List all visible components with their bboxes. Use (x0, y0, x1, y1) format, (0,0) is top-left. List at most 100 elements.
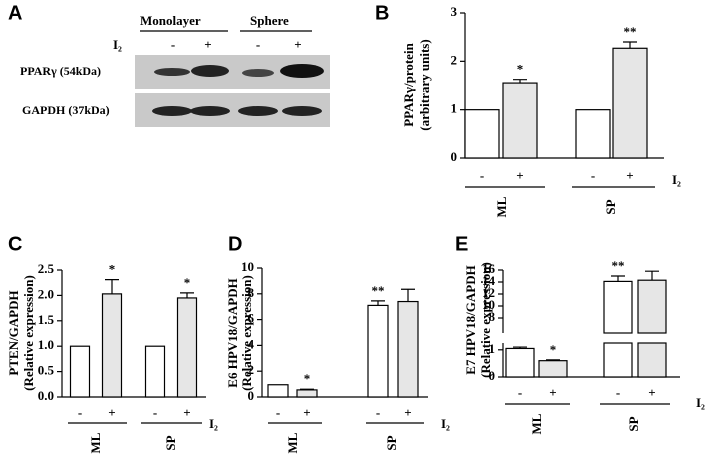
x-tick-label: + (516, 168, 523, 183)
error-bar (180, 292, 194, 298)
y-tick-label: 1.5 (38, 312, 55, 327)
y-tick-label: 0.0 (38, 388, 54, 403)
panel-letter: E (455, 233, 468, 255)
y-tick-label: 0 (451, 149, 458, 164)
y-tick-label: 0 (489, 368, 496, 383)
x-tick-label: - (480, 168, 484, 183)
bar (637, 342, 667, 378)
bar (505, 347, 535, 378)
lane-label: - (256, 37, 260, 52)
bar (176, 297, 198, 398)
lane-label: + (294, 37, 301, 52)
bar (144, 345, 166, 398)
x-tick-label: + (648, 385, 655, 400)
y-tick-label: 8 (489, 309, 496, 324)
x-tick-label: - (518, 385, 522, 400)
blot-group: Sphere (250, 13, 289, 28)
y-axis-label: (Relative expression) (478, 262, 493, 378)
x-tick-label: + (303, 405, 310, 420)
annotation: ** (612, 258, 625, 273)
blot-treatment: I₂ (113, 37, 122, 52)
band (191, 65, 229, 77)
x-tick-label: + (626, 168, 633, 183)
bar (637, 279, 667, 334)
bar (502, 82, 538, 159)
panel-letter: C (8, 233, 22, 255)
x-tick-label: - (616, 385, 620, 400)
y-tick-label: 8 (248, 285, 255, 300)
y-tick-label: 2 (451, 52, 458, 67)
x-tick-label: + (404, 405, 411, 420)
blot-group: Monolayer (140, 13, 201, 28)
group-label: ML (529, 413, 544, 434)
error-bar (401, 288, 415, 302)
bar (367, 304, 389, 398)
y-tick-label: 2.0 (38, 286, 54, 301)
y-tick-label: 2 (248, 362, 255, 377)
treatment-label: I₂ (672, 172, 681, 187)
y-axis-label: E7 HPV18/GAPDH (463, 265, 478, 374)
y-tick-label: 0.5 (38, 363, 55, 378)
y-axis-label: PPARγ/protein (401, 42, 416, 126)
group-label: SP (163, 435, 178, 450)
y-axis-label: PTEN/GAPDH (6, 290, 21, 375)
x-tick-label: - (78, 405, 82, 420)
panel-letter: A (8, 2, 22, 24)
y-tick-label: 10 (241, 259, 254, 274)
x-tick-label: - (153, 405, 157, 420)
y-axis-label: E6 HPV18/GAPDH (225, 278, 240, 387)
error-bar (105, 279, 119, 294)
x-tick-label: - (376, 405, 380, 420)
treatment-label: I₂ (441, 416, 450, 431)
bar (296, 389, 318, 398)
annotation: ** (624, 24, 637, 39)
error-bar (513, 346, 527, 349)
group-label: ML (88, 432, 103, 453)
bar (397, 300, 419, 398)
error-bar (645, 270, 659, 281)
band (282, 106, 322, 116)
y-tick-label: 10 (482, 297, 495, 312)
annotation: * (184, 275, 191, 290)
bar (69, 345, 91, 398)
bar (267, 384, 289, 398)
y-tick-label: 2.5 (38, 261, 55, 276)
bar (603, 342, 633, 378)
bar (101, 293, 123, 398)
group-label: SP (626, 416, 641, 431)
band (238, 106, 278, 116)
panel-letter: D (228, 233, 242, 255)
treatment-label: I₂ (209, 416, 218, 431)
lane-label: - (171, 37, 175, 52)
y-tick-label: 1 (489, 341, 496, 356)
y-axis-label: (Relative expression) (21, 275, 36, 391)
band (154, 68, 190, 76)
treatment-label: I₂ (696, 395, 705, 410)
y-tick-label: 16 (482, 261, 496, 276)
bar (464, 109, 500, 159)
y-tick-label: 12 (482, 285, 495, 300)
error-bar (513, 79, 527, 84)
bar (612, 47, 648, 159)
y-tick-label: 0 (248, 388, 255, 403)
band (152, 106, 192, 116)
group-label: ML (494, 196, 509, 217)
annotation: * (304, 371, 311, 386)
x-tick-label: - (591, 168, 595, 183)
error-bar (611, 275, 625, 282)
x-tick-label: + (549, 385, 556, 400)
group-label: SP (384, 435, 399, 450)
bar (575, 109, 611, 159)
x-tick-label: - (276, 405, 280, 420)
error-bar (371, 300, 385, 306)
annotation: * (109, 262, 116, 277)
x-tick-label: + (183, 405, 190, 420)
band (242, 69, 274, 77)
y-tick-label: 3 (451, 4, 458, 19)
annotation: * (550, 342, 557, 357)
band (190, 106, 230, 116)
group-label: ML (285, 432, 300, 453)
bar (603, 280, 633, 334)
